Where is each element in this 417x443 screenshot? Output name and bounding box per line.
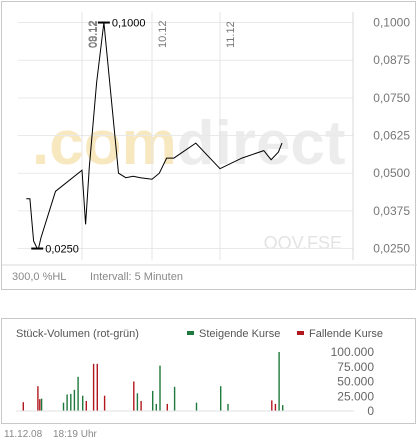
x-tick-label: 09.12 — [87, 20, 99, 48]
footer-date: 11.12.08 — [4, 429, 43, 440]
footer: 11.12.08 18:19 Uhr — [4, 429, 105, 440]
volume-bar — [195, 402, 198, 411]
volume-bar — [73, 389, 76, 411]
volume-bar — [103, 395, 106, 411]
legend-label: Steigende Kurse — [199, 328, 280, 340]
volume-bar — [39, 399, 41, 411]
x-tick-label: 11.12 — [225, 21, 237, 48]
price-chart: .comdirect OOV.FSE 0,1000 0,0875 0,0750 0,062… — [2, 12, 417, 283]
volume-bar — [136, 393, 139, 411]
volume-bar — [159, 365, 161, 411]
volume-bar — [220, 386, 222, 411]
watermark-part: direct — [177, 109, 346, 178]
volume-bar — [155, 403, 157, 411]
volume-bar — [22, 402, 24, 411]
scale-label: 300,0 %HL — [12, 271, 66, 283]
volume-bar — [271, 400, 273, 411]
volume-bar — [92, 363, 95, 411]
volume-chart: Stück-Volumen (rot-grün) Steigende Kurse F… — [16, 328, 383, 418]
volume-tick-label: 50.000 — [337, 375, 374, 389]
watermark-part: .com — [32, 109, 177, 178]
price-line — [26, 22, 283, 249]
volume-bar — [77, 376, 79, 411]
volume-tick-label: 100.000 — [331, 345, 375, 359]
volume-chart-panel: Stück-Volumen (rot-grün) Steigende Kurse F… — [1, 318, 416, 424]
y-tick-label: 0,1000 — [373, 16, 410, 30]
volume-bar — [70, 393, 72, 411]
y-tick-label: 0,0375 — [373, 204, 410, 218]
y-tick-label: 0,0750 — [373, 91, 410, 105]
interval-label: Intervall: 5 Minuten — [90, 271, 183, 283]
symbol-watermark: OOV.FSE — [264, 233, 342, 253]
volume-bar — [278, 352, 280, 411]
y-tick-label: 0,0250 — [373, 242, 410, 256]
footer-time: 18:19 Uhr — [52, 429, 97, 440]
volume-bar — [282, 405, 284, 411]
low-label: 0,0250 — [45, 244, 79, 256]
volume-bar — [133, 381, 135, 411]
legend-label: Fallende Kurse — [309, 328, 383, 340]
y-tick-label: 0,0500 — [373, 166, 410, 180]
volume-bar — [227, 403, 229, 411]
volume-bar — [96, 363, 98, 411]
volume-bar — [37, 386, 39, 411]
volume-bar — [82, 395, 84, 411]
volume-bar — [85, 401, 87, 411]
legend-swatch — [187, 331, 194, 335]
x-tick-label: 10.12 — [157, 20, 169, 48]
volume-bar — [140, 401, 142, 411]
x-tick-label: 08.12 — [88, 20, 100, 48]
volume-tick-label: 0 — [367, 404, 374, 418]
volume-bar — [274, 403, 277, 411]
legend-swatch — [297, 331, 304, 335]
y-tick-label: 0,0625 — [373, 129, 410, 143]
high-label: 0,1000 — [112, 18, 146, 30]
volume-title: Stück-Volumen (rot-grün) — [16, 328, 139, 340]
price-chart-panel: .comdirect OOV.FSE 0,1000 0,0875 0,0750 0,062… — [1, 1, 417, 290]
volume-bar — [66, 394, 68, 411]
volume-tick-label: 75.000 — [337, 360, 374, 374]
watermark-logo: .comdirect — [32, 109, 346, 178]
volume-bar — [62, 402, 65, 411]
volume-bar — [40, 398, 43, 411]
volume-tick-label: 25.000 — [337, 389, 374, 403]
volume-bar — [152, 390, 154, 411]
volume-bar — [173, 386, 176, 411]
volume-bar — [166, 403, 168, 411]
y-tick-label: 0,0875 — [373, 53, 410, 67]
